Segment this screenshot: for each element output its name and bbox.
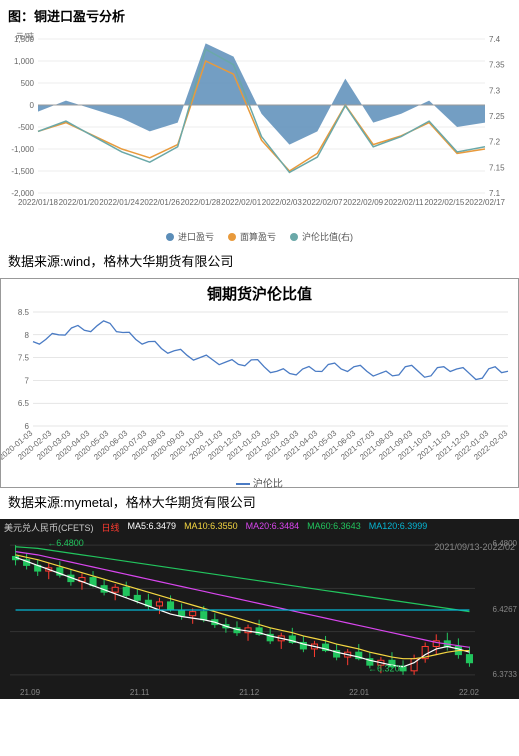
svg-text:-500: -500 <box>18 123 35 132</box>
chart2-source: 数据来源:mymetal，格林大华期货有限公司 <box>0 488 519 515</box>
chart2-svg: 66.577.588.52020-01-032020-02-032020-03-… <box>1 308 518 468</box>
chart1-source: 数据来源:wind，格林大华期货有限公司 <box>0 247 519 274</box>
svg-text:7.2: 7.2 <box>489 138 501 147</box>
svg-text:500: 500 <box>21 79 35 88</box>
ma-label: MA20:6.3484 <box>246 521 300 534</box>
svg-text:6.5: 6.5 <box>18 399 30 408</box>
chart1-wrap: -2,000-1,500-1,000-50005001,0001,5007.17… <box>0 31 519 247</box>
chart1-legend: 进口盈亏 面算盈亏 沪伦比值(右) <box>0 226 519 247</box>
svg-text:←6.3200: ←6.3200 <box>368 663 405 673</box>
y-label: 6.3733 <box>493 670 517 679</box>
chart1-svg: -2,000-1,500-1,000-50005001,0001,5007.17… <box>0 31 519 221</box>
svg-text:7.3: 7.3 <box>489 86 501 95</box>
svg-text:2022/01/24: 2022/01/24 <box>99 198 140 207</box>
svg-text:2022/01/20: 2022/01/20 <box>59 198 100 207</box>
svg-text:2022/02/07: 2022/02/07 <box>302 198 343 207</box>
svg-text:-2,000: -2,000 <box>11 189 34 198</box>
chart3-header: 美元兑人民币(CFETS) 日线 MA5:6.3479 MA10:6.3550 MA20… <box>4 521 515 552</box>
svg-text:2022/01/26: 2022/01/26 <box>140 198 181 207</box>
chart2-container: 铜期货沪伦比值 66.577.588.52020-01-032020-02-03… <box>0 278 519 488</box>
chart3-symbol: 美元兑人民币(CFETS) <box>4 521 94 534</box>
svg-text:7.25: 7.25 <box>489 112 505 121</box>
svg-text:2022/02/11: 2022/02/11 <box>384 198 424 207</box>
chart3-bottom-axis: 21.09 21.11 21.12 22.01 22.02 <box>20 688 479 697</box>
x-label: 21.09 <box>20 688 40 697</box>
svg-text:7.4: 7.4 <box>489 35 501 44</box>
chart2-legend-line <box>236 483 250 485</box>
svg-text:7.5: 7.5 <box>18 354 30 363</box>
svg-text:2022/02/03: 2022/02/03 <box>262 198 303 207</box>
svg-text:2022/02/17: 2022/02/17 <box>465 198 506 207</box>
section-copper-import-pnl: 图：铜进口盈亏分析 -2,000 -1,500 -1,000 -500 0 500 1,00… <box>0 0 519 274</box>
svg-text:2022/01/18: 2022/01/18 <box>18 198 59 207</box>
legend-item: 面算盈亏 <box>228 230 276 243</box>
svg-text:7.15: 7.15 <box>489 163 505 172</box>
svg-text:元/吨: 元/吨 <box>16 31 34 41</box>
svg-text:7.1: 7.1 <box>489 189 501 198</box>
svg-text:7: 7 <box>25 376 30 385</box>
y-label: 6.4267 <box>493 605 517 614</box>
x-label: 22.02 <box>459 688 479 697</box>
svg-text:2022/02/09: 2022/02/09 <box>343 198 384 207</box>
svg-text:-1,000: -1,000 <box>11 145 34 154</box>
svg-text:2022/02/01: 2022/02/01 <box>221 198 262 207</box>
chart1-title: 图：铜进口盈亏分析 <box>0 0 519 31</box>
svg-text:8: 8 <box>25 331 30 340</box>
chart2-legend-label: 沪伦比 <box>253 479 283 490</box>
svg-text:-1,500: -1,500 <box>11 167 34 176</box>
legend-item: 沪伦比值(右) <box>290 230 353 243</box>
svg-text:1,000: 1,000 <box>14 57 35 66</box>
svg-text:8.5: 8.5 <box>18 308 30 317</box>
x-label: 22.01 <box>349 688 369 697</box>
ma-label: MA60:6.3643 <box>307 521 361 534</box>
section-ratio: 铜期货沪伦比值 66.577.588.52020-01-032020-02-03… <box>0 278 519 515</box>
chart3-date-range: 2021/09/13-2022/02 <box>434 542 515 552</box>
svg-text:2022/01/28: 2022/01/28 <box>181 198 222 207</box>
chart2-title: 铜期货沪伦比值 <box>1 279 518 308</box>
ma-label: MA120:6.3999 <box>369 521 428 534</box>
svg-text:2022/02/15: 2022/02/15 <box>424 198 465 207</box>
svg-text:0: 0 <box>30 101 35 110</box>
chart3-container: 美元兑人民币(CFETS) 日线 MA5:6.3479 MA10:6.3550 MA20… <box>0 519 519 699</box>
ma-label: MA5:6.3479 <box>128 521 177 534</box>
chart2-legend: 沪伦比 <box>1 473 518 492</box>
x-label: 21.12 <box>239 688 259 697</box>
ma-label: MA10:6.3550 <box>184 521 238 534</box>
x-label: 21.11 <box>130 688 149 697</box>
chart3-right-axis: 6.48006.42676.3733 <box>493 539 517 679</box>
legend-item: 进口盈亏 <box>166 230 214 243</box>
svg-text:7.35: 7.35 <box>489 61 505 70</box>
section-usdcny: 美元兑人民币(CFETS) 日线 MA5:6.3479 MA10:6.3550 MA20… <box>0 519 519 699</box>
ma-label: 日线 <box>102 521 120 534</box>
